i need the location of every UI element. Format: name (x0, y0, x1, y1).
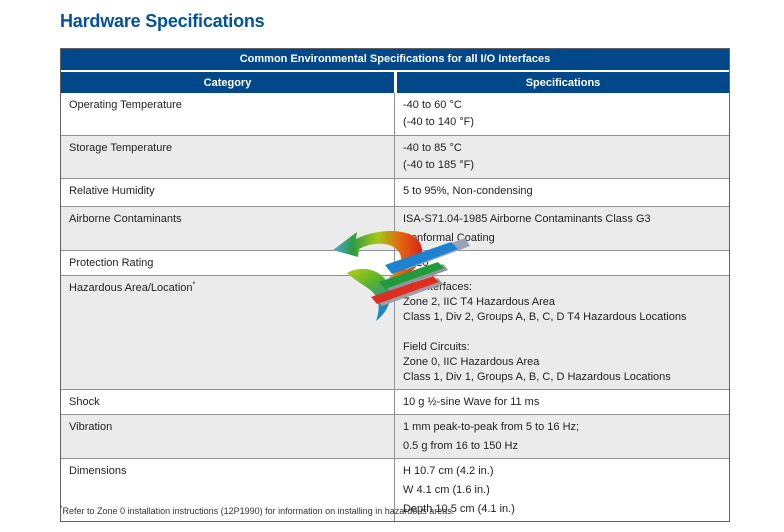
page-title: Hardware Specifications (60, 11, 265, 31)
category-cell: Relative Humidity (69, 185, 155, 197)
table-header-row: Category Specifications (61, 70, 729, 93)
spec-line: 10 g ½-sine Wave for 11 ms (403, 396, 540, 408)
table-row: Vibration 1 mm peak-to-peak from 5 to 16… (61, 414, 729, 458)
column-header-category: Category (61, 72, 394, 93)
spec-line: Zone 0, IIC Hazardous Area (403, 356, 540, 368)
spec-line: Conformal Coating (403, 232, 495, 244)
page-footnote: *Refer to Zone 0 installation instructio… (60, 505, 454, 516)
spec-line: Class 1, Div 2, Groups A, B, C, D T4 Haz… (403, 311, 687, 323)
spec-line: -40 to 60 °C (403, 99, 462, 111)
table-row: Shock 10 g ½-sine Wave for 11 ms (61, 389, 729, 414)
spec-cell: -40 to 85 °C (-40 to 185 °F) (394, 136, 729, 178)
spec-line: (-40 to 185 °F) (403, 159, 475, 171)
spec-table: Common Environmental Specifications for … (60, 48, 730, 522)
spec-cell: -40 to 60 °C (-40 to 140 °F) (394, 93, 729, 135)
footnote-marker: * (192, 279, 196, 289)
category-cell: Protection Rating (69, 257, 154, 269)
footnote-marker: * (60, 505, 63, 512)
spec-cell: 1 mm peak-to-peak from 5 to 16 Hz; 0.5 g… (394, 415, 729, 458)
table-row: Operating Temperature -40 to 60 °C (-40 … (61, 93, 729, 135)
table-row: Relative Humidity 5 to 95%, Non-condensi… (61, 178, 729, 206)
column-header-specifications: Specifications (394, 72, 729, 93)
multicolor-logo-watermark-icon (333, 230, 470, 321)
table-row: Storage Temperature -40 to 85 °C (-40 to… (61, 135, 729, 178)
spec-cell: 10 g ½-sine Wave for 11 ms (394, 390, 729, 414)
spec-line: H 10.7 cm (4.2 in.) (403, 465, 494, 477)
spec-line: Zone 2, IIC T4 Hazardous Area (403, 296, 556, 308)
table-row: Hazardous Area/Location* I/O Interfaces:… (61, 275, 729, 389)
category-cell: Vibration (69, 421, 113, 433)
footnote-text: Refer to Zone 0 installation instruction… (62, 506, 455, 516)
category-cell: Shock (69, 396, 100, 408)
category-label: Hazardous Area/Location (69, 282, 193, 294)
spec-cell: 5 to 95%, Non-condensing (394, 179, 729, 206)
table-row: Dimensions H 10.7 cm (4.2 in.) W 4.1 cm … (61, 458, 729, 521)
table-title: Common Environmental Specifications for … (61, 49, 729, 70)
spec-line: 1 mm peak-to-peak from 5 to 16 Hz; (403, 421, 580, 433)
spec-cell: I/O Interfaces: Zone 2, IIC T4 Hazardous… (394, 276, 729, 389)
spec-line: ISA-S71.04-1985 Airborne Contaminants Cl… (403, 213, 651, 225)
category-cell: Airborne Contaminants (69, 213, 182, 225)
spec-line: Class 1, Div 1, Groups A, B, C, D Hazard… (403, 371, 671, 383)
spec-line: -40 to 85 °C (403, 142, 462, 154)
spec-cell: ISA-S71.04-1985 Airborne Contaminants Cl… (394, 207, 729, 250)
spec-cell: H 10.7 cm (4.2 in.) W 4.1 cm (1.6 in.) D… (394, 459, 729, 521)
spec-line: 0.5 g from 16 to 150 Hz (403, 440, 518, 452)
category-cell: Operating Temperature (69, 99, 182, 111)
category-cell: Dimensions (69, 465, 127, 477)
spec-line: (-40 to 140 °F) (403, 116, 475, 128)
spec-line: W 4.1 cm (1.6 in.) (403, 484, 490, 496)
spec-line: 5 to 95%, Non-condensing (403, 185, 533, 197)
category-cell: Storage Temperature (69, 142, 173, 154)
category-cell: Hazardous Area/Location* (61, 276, 394, 389)
spec-line: Field Circuits: (403, 341, 470, 353)
spec-line: Depth 10.5 cm (4.1 in.) (403, 503, 515, 515)
